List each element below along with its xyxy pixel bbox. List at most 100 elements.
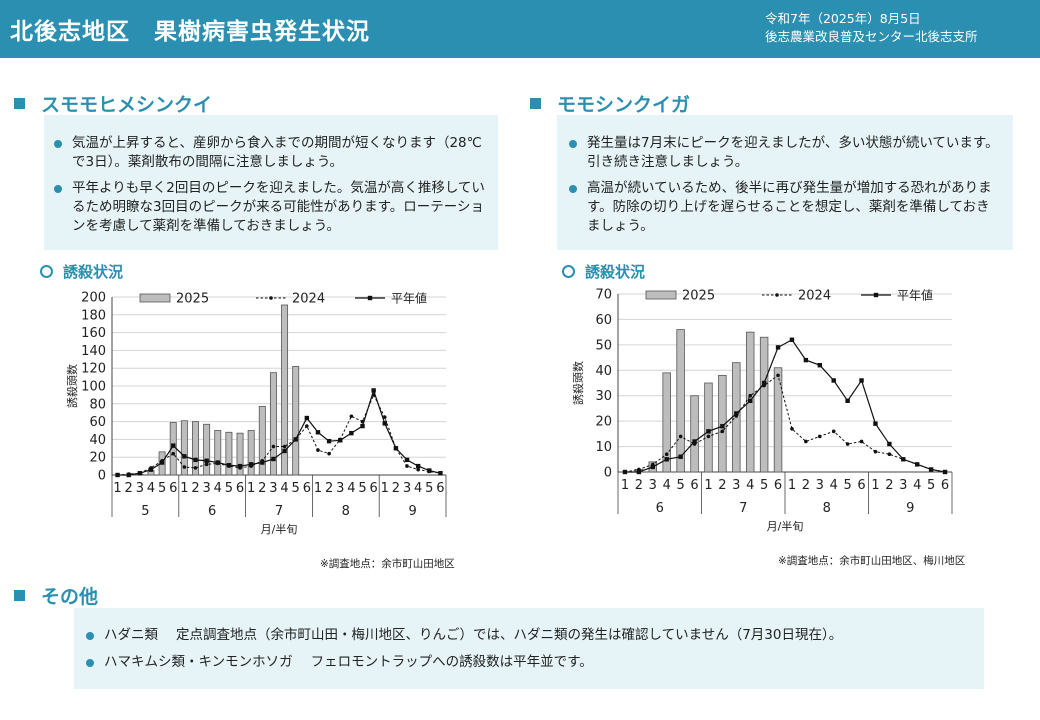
x-tick-label: 6 <box>303 481 311 496</box>
bar-2025 <box>192 421 199 476</box>
bullet-dot-icon <box>86 659 94 667</box>
square-bullet-icon <box>14 98 25 109</box>
point-normal-year <box>371 388 376 393</box>
point-normal-year <box>226 463 232 468</box>
point-normal-year <box>928 467 934 472</box>
legend-label: 平年値 <box>391 291 427 306</box>
left-note-box: 気温が上昇すると、産卵から食入までの期間が短くなります（28℃で3日）。薬剤散布… <box>44 115 498 250</box>
legend-marker-2024 <box>775 293 779 297</box>
left-section-heading: スモモヒメシンクイ <box>14 90 212 117</box>
right-footnote: ※調査地点：余市町山田地区、梅川地区 <box>778 555 966 567</box>
point-2024 <box>817 434 822 439</box>
x-tick-label: 3 <box>816 478 824 493</box>
point-normal-year <box>182 454 187 459</box>
legend-marker-2024 <box>269 296 273 300</box>
legend-swatch-2025 <box>139 293 171 303</box>
point-normal-year <box>427 468 432 473</box>
left-subheading: 誘殺状況 <box>40 261 123 282</box>
x-tick-label: 3 <box>403 481 411 496</box>
other-bullet-item: ハマキムシ類・キンモンホソガ フェロモントラップへの誘殺数は平年並です。 <box>86 653 984 672</box>
y-tick-label: 180 <box>81 308 106 323</box>
point-normal-year <box>404 457 410 463</box>
x-tick-label: 2 <box>885 478 893 493</box>
bullet-dot-icon <box>54 140 62 148</box>
point-normal-year <box>845 398 850 403</box>
y-tick-label: 80 <box>89 397 106 412</box>
square-bullet-icon <box>530 98 541 109</box>
y-tick-label: 60 <box>89 415 106 430</box>
point-2024 <box>305 424 309 428</box>
x-tick-label: 2 <box>392 481 400 496</box>
bar-2025 <box>247 430 255 476</box>
x-tick-label: 1 <box>871 478 879 493</box>
line-2024 <box>624 374 946 473</box>
point-2024 <box>282 444 287 449</box>
point-normal-year <box>171 443 176 448</box>
y-tick-label: 50 <box>595 338 612 353</box>
point-normal-year <box>775 345 781 350</box>
other-section-heading: その他 <box>14 582 98 609</box>
square-bullet-icon <box>14 590 25 601</box>
point-normal-year <box>915 462 920 467</box>
x-tick-label: 1 <box>247 481 255 496</box>
month-label: 7 <box>739 501 747 516</box>
point-normal-year <box>415 463 421 469</box>
page-title: 北後志地区 果樹病害虫発生状況 <box>10 19 370 45</box>
x-tick-label: 6 <box>236 481 244 496</box>
month-label: 9 <box>906 501 914 516</box>
month-label: 5 <box>141 504 149 519</box>
x-tick-label: 4 <box>414 481 422 496</box>
point-normal-year <box>393 446 399 451</box>
point-2024 <box>193 466 198 470</box>
line-normal-year <box>624 338 946 473</box>
x-tick-label: 5 <box>676 478 684 493</box>
legend-swatch-2025 <box>645 290 677 300</box>
y-tick-label: 0 <box>98 469 106 484</box>
point-normal-year <box>349 430 354 436</box>
other-bullet-item: ハダニ類 定点調査地点（余市町山田・梅川地区、りんご）では、ハダニ類の発生は確認し… <box>86 626 984 645</box>
x-tick-label: 4 <box>347 481 355 496</box>
point-normal-year <box>636 469 642 475</box>
y-tick-label: 40 <box>595 364 612 379</box>
point-normal-year <box>873 421 878 426</box>
bar-2025 <box>690 395 699 473</box>
point-normal-year <box>159 460 165 465</box>
legend-label: 2025 <box>176 292 209 307</box>
other-section-title: その他 <box>41 586 99 608</box>
x-tick-label: 1 <box>704 478 712 493</box>
y-tick-label: 20 <box>595 415 612 430</box>
point-normal-year <box>706 429 711 434</box>
point-normal-year <box>260 460 265 465</box>
x-tick-label: 6 <box>774 478 782 493</box>
point-normal-year <box>215 460 220 465</box>
x-tick-label: 5 <box>425 481 433 496</box>
point-normal-year <box>831 378 836 383</box>
other-note-box: ハダニ類 定点調査地点（余市町山田・梅川地区、りんご）では、ハダニ類の発生は確認し… <box>74 608 984 689</box>
point-normal-year <box>789 337 795 342</box>
x-tick-label: 3 <box>202 481 210 496</box>
line-normal-year <box>117 388 441 476</box>
x-tick-label: 4 <box>280 481 288 496</box>
legend-label: 平年値 <box>897 288 933 303</box>
y-tick-label: 60 <box>595 313 612 328</box>
point-normal-year <box>438 471 443 476</box>
point-normal-year <box>293 437 298 442</box>
point-2024 <box>678 434 683 439</box>
y-tick-label: 120 <box>81 362 106 377</box>
bar-2025 <box>704 382 713 473</box>
point-normal-year <box>748 398 753 403</box>
x-tick-label: 5 <box>225 481 233 496</box>
left-bullet-item: 気温が上昇すると、産卵から食入までの期間が短くなります（28℃で3日）。薬剤散布… <box>54 134 488 172</box>
line-2024 <box>117 393 441 476</box>
point-2024 <box>873 449 878 454</box>
point-2024 <box>416 467 420 472</box>
left-bullet-item: 平年よりも早く2回目のピークを迎えました。気温が高く推移しているため明瞭な3回目… <box>54 179 488 236</box>
x-tick-label: 1 <box>788 478 796 493</box>
right-bullet-item: 高温が続いているため、後半に再び発生量が増加する恐れがあります。防除の切り上げを… <box>569 179 1003 236</box>
point-2024 <box>204 462 209 467</box>
x-tick-label: 6 <box>169 481 177 496</box>
y-tick-label: 200 <box>81 291 106 306</box>
x-tick-label: 2 <box>802 478 810 493</box>
point-2024 <box>790 426 794 431</box>
